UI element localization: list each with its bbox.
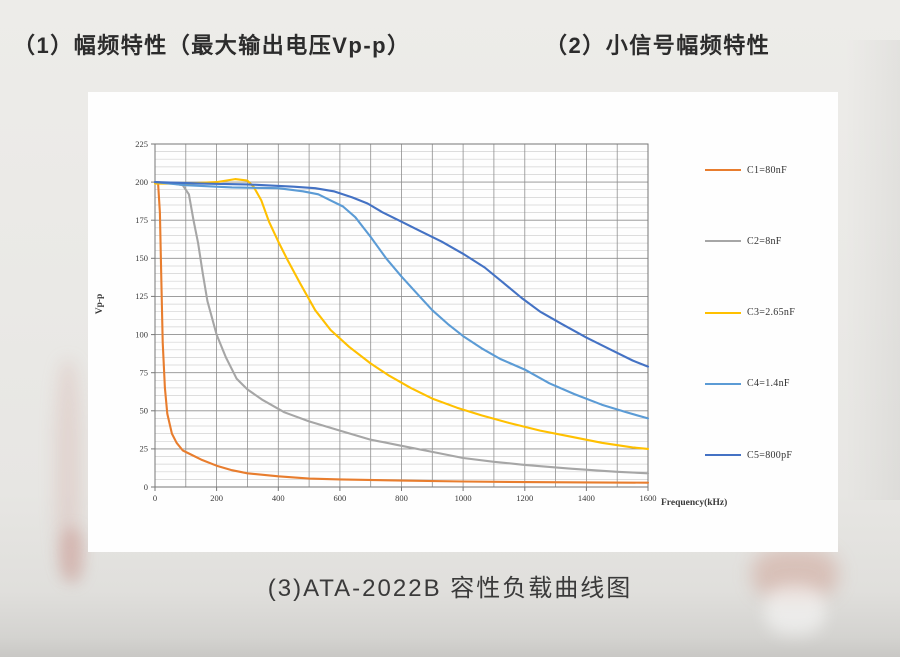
legend-entry-c2: C2=8nF: [705, 234, 782, 248]
svg-text:0: 0: [153, 493, 157, 503]
series-line-c4: [153, 181, 650, 420]
svg-text:1400: 1400: [578, 493, 595, 503]
svg-text:75: 75: [140, 368, 149, 378]
series-line-c1: [153, 181, 650, 484]
legend-entry-c1: C1=80nF: [705, 163, 787, 177]
svg-text:1600: 1600: [640, 493, 657, 503]
svg-text:400: 400: [272, 493, 285, 503]
svg-text:100: 100: [135, 329, 148, 339]
svg-text:0: 0: [144, 482, 148, 492]
svg-text:50: 50: [140, 406, 149, 416]
legend-label: C5=800pF: [747, 449, 793, 461]
heading-small-signal: （2）小信号幅频特性: [545, 33, 771, 58]
legend-line-icon: [705, 454, 741, 457]
background-blur-right-light: [765, 585, 825, 635]
svg-text:200: 200: [210, 493, 223, 503]
svg-text:25: 25: [140, 444, 149, 454]
legend-label: C1=80nF: [747, 164, 787, 176]
svg-text:150: 150: [135, 253, 148, 263]
svg-text:1000: 1000: [455, 493, 472, 503]
y-axis-ticks: 0 25 50 75 100 125 150 175 200 225: [135, 139, 155, 492]
legend-entry-c4: C4=1.4nF: [705, 377, 790, 391]
background-blur-left: [55, 360, 81, 575]
x-axis-ticks: 0 200 400 600 800 1000 1200 1400 1600: [153, 487, 657, 503]
legend-line-icon: [705, 169, 741, 171]
capacitive-load-chart: 0 25 50 75 100 125 150 175 200 225 0 200 400 600 800 10…: [95, 139, 727, 508]
svg-text:800: 800: [395, 493, 408, 503]
legend-line-icon: [705, 240, 741, 243]
heading-amplitude-frequency: （1）幅频特性（最大输出电压Vp-p）: [13, 33, 411, 58]
legend-line-icon: [705, 382, 741, 385]
svg-text:225: 225: [135, 139, 148, 149]
gridlines-vertical: [154, 144, 649, 487]
svg-text:600: 600: [334, 493, 347, 503]
svg-text:175: 175: [135, 215, 148, 225]
legend-line-icon: [705, 311, 741, 314]
legend-entry-c5: C5=800pF: [705, 448, 792, 462]
chart-legend: C1=80nF C2=8nF C3=2.65nF C4=1.4nF C5=800pF: [705, 92, 837, 552]
legend-label: C4=1.4nF: [747, 378, 790, 390]
figure-caption: (3)ATA-2022B 容性负载曲线图: [267, 575, 633, 602]
legend-label: C2=8nF: [747, 235, 782, 247]
series-line-c5: [153, 181, 650, 368]
y-axis-title: Vp-p: [95, 294, 105, 315]
series-line-c2: [153, 181, 650, 475]
series-line-c3: [153, 178, 650, 450]
chart-panel: 0 25 50 75 100 125 150 175 200 225 0 200 400 600 800 10…: [88, 92, 838, 552]
background-blur-left-lower: [60, 528, 84, 583]
svg-text:200: 200: [135, 177, 148, 187]
legend-entry-c3: C3=2.65nF: [705, 306, 795, 320]
svg-text:125: 125: [135, 291, 148, 301]
background-right-shade: [845, 40, 900, 500]
x-axis-title: Frequency(kHz): [661, 497, 727, 508]
legend-label: C3=2.65nF: [747, 307, 796, 319]
svg-text:1200: 1200: [516, 493, 533, 503]
